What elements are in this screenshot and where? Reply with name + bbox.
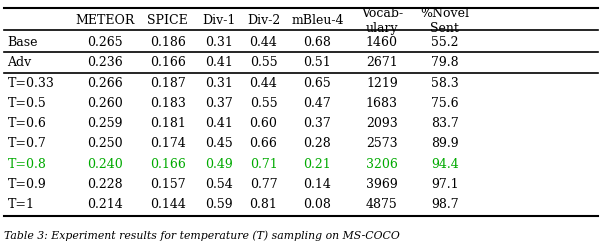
Text: 0.228: 0.228 bbox=[87, 178, 123, 191]
Text: T=0.6: T=0.6 bbox=[7, 117, 46, 130]
Text: 75.6: 75.6 bbox=[431, 97, 459, 110]
Text: Adv: Adv bbox=[7, 56, 32, 69]
Text: 0.187: 0.187 bbox=[150, 76, 185, 90]
Text: 0.174: 0.174 bbox=[150, 138, 185, 150]
Text: 0.47: 0.47 bbox=[303, 97, 331, 110]
Text: 0.68: 0.68 bbox=[303, 36, 332, 49]
Text: 1219: 1219 bbox=[366, 76, 398, 90]
Text: 3206: 3206 bbox=[366, 158, 398, 171]
Text: 0.55: 0.55 bbox=[250, 97, 278, 110]
Text: 1460: 1460 bbox=[366, 36, 398, 49]
Text: 0.44: 0.44 bbox=[250, 36, 278, 49]
Text: 94.4: 94.4 bbox=[431, 158, 459, 171]
Text: 2573: 2573 bbox=[366, 138, 398, 150]
Text: Vocab-
ulary: Vocab- ulary bbox=[361, 7, 403, 35]
Text: 0.21: 0.21 bbox=[303, 158, 331, 171]
Text: 0.166: 0.166 bbox=[150, 158, 185, 171]
Text: 0.181: 0.181 bbox=[150, 117, 185, 130]
Text: 0.71: 0.71 bbox=[250, 158, 278, 171]
Text: T=1: T=1 bbox=[7, 198, 34, 211]
Text: 0.37: 0.37 bbox=[205, 97, 232, 110]
Text: 0.44: 0.44 bbox=[250, 76, 278, 90]
Text: 2671: 2671 bbox=[366, 56, 398, 69]
Text: 79.8: 79.8 bbox=[431, 56, 459, 69]
Text: T=0.8: T=0.8 bbox=[7, 158, 46, 171]
Text: 0.77: 0.77 bbox=[250, 178, 278, 191]
Text: 0.144: 0.144 bbox=[150, 198, 185, 211]
Text: 1683: 1683 bbox=[366, 97, 398, 110]
Text: T=0.9: T=0.9 bbox=[7, 178, 46, 191]
Text: 0.59: 0.59 bbox=[205, 198, 232, 211]
Text: 0.66: 0.66 bbox=[250, 138, 278, 150]
Text: 58.3: 58.3 bbox=[431, 76, 459, 90]
Text: 0.37: 0.37 bbox=[303, 117, 331, 130]
Text: 0.186: 0.186 bbox=[150, 36, 185, 49]
Text: 89.9: 89.9 bbox=[431, 138, 459, 150]
Text: T=0.5: T=0.5 bbox=[7, 97, 46, 110]
Text: Div-1: Div-1 bbox=[202, 14, 235, 27]
Text: 0.60: 0.60 bbox=[250, 117, 278, 130]
Text: 0.65: 0.65 bbox=[303, 76, 331, 90]
Text: 0.41: 0.41 bbox=[205, 117, 232, 130]
Text: T=0.33: T=0.33 bbox=[7, 76, 54, 90]
Text: 83.7: 83.7 bbox=[431, 117, 459, 130]
Text: 0.49: 0.49 bbox=[205, 158, 232, 171]
Text: 0.157: 0.157 bbox=[150, 178, 185, 191]
Text: 0.14: 0.14 bbox=[303, 178, 332, 191]
Text: 0.250: 0.250 bbox=[87, 138, 123, 150]
Text: 3969: 3969 bbox=[366, 178, 398, 191]
Text: 0.214: 0.214 bbox=[87, 198, 123, 211]
Text: METEOR: METEOR bbox=[75, 14, 134, 27]
Text: 98.7: 98.7 bbox=[431, 198, 459, 211]
Text: 0.41: 0.41 bbox=[205, 56, 232, 69]
Text: 0.265: 0.265 bbox=[87, 36, 123, 49]
Text: 0.31: 0.31 bbox=[205, 36, 232, 49]
Text: 0.260: 0.260 bbox=[87, 97, 123, 110]
Text: 0.240: 0.240 bbox=[87, 158, 123, 171]
Text: Base: Base bbox=[7, 36, 38, 49]
Text: T=0.7: T=0.7 bbox=[7, 138, 46, 150]
Text: 0.31: 0.31 bbox=[205, 76, 232, 90]
Text: mBleu-4: mBleu-4 bbox=[291, 14, 344, 27]
Text: %Novel
Sent: %Novel Sent bbox=[420, 7, 470, 35]
Text: Div-2: Div-2 bbox=[247, 14, 280, 27]
Text: 0.28: 0.28 bbox=[303, 138, 331, 150]
Text: 0.259: 0.259 bbox=[87, 117, 122, 130]
Text: SPICE: SPICE bbox=[147, 14, 188, 27]
Text: 0.08: 0.08 bbox=[303, 198, 332, 211]
Text: 55.2: 55.2 bbox=[431, 36, 459, 49]
Text: 0.81: 0.81 bbox=[250, 198, 278, 211]
Text: 4875: 4875 bbox=[366, 198, 398, 211]
Text: 0.55: 0.55 bbox=[250, 56, 278, 69]
Text: 0.183: 0.183 bbox=[150, 97, 185, 110]
Text: 97.1: 97.1 bbox=[431, 178, 459, 191]
Text: 0.236: 0.236 bbox=[87, 56, 123, 69]
Text: 0.266: 0.266 bbox=[87, 76, 123, 90]
Text: 0.45: 0.45 bbox=[205, 138, 232, 150]
Text: 2093: 2093 bbox=[366, 117, 398, 130]
Text: 0.51: 0.51 bbox=[303, 56, 331, 69]
Text: 0.166: 0.166 bbox=[150, 56, 185, 69]
Text: 0.54: 0.54 bbox=[205, 178, 232, 191]
Text: Table 3: Experiment results for temperature (T) sampling on MS-COCO: Table 3: Experiment results for temperat… bbox=[4, 230, 400, 241]
